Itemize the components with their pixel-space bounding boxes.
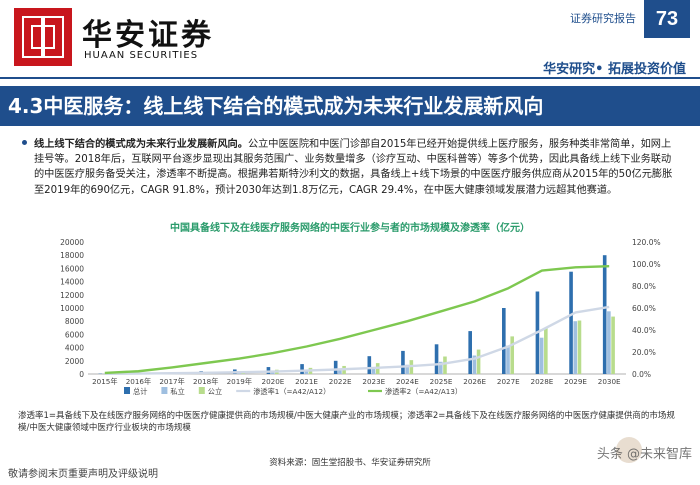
bar-总计 xyxy=(569,271,573,374)
x-tick-label: 2027E xyxy=(497,377,520,386)
bar-公立 xyxy=(544,327,548,374)
x-tick-label: 2016年 xyxy=(126,377,151,386)
bar-公立 xyxy=(611,316,615,374)
company-logo xyxy=(14,8,72,66)
bar-总计 xyxy=(502,308,506,374)
x-tick-label: 2023E xyxy=(362,377,385,386)
disclaimer: 敬请参阅末页重要声明及评级说明 xyxy=(8,469,158,480)
y-left-tick-label: 12000 xyxy=(60,291,84,300)
report-subtitle: 华安研究• 拓展投资价值 xyxy=(543,62,686,77)
y-right-tick-label: 60.0% xyxy=(632,304,656,313)
bar-私立 xyxy=(405,364,409,374)
bar-私立 xyxy=(338,368,342,374)
y-right-tick-label: 40.0% xyxy=(632,326,656,335)
page-number: 73 xyxy=(644,0,690,38)
bullet-point xyxy=(22,140,27,145)
x-tick-label: 2015年 xyxy=(92,377,117,386)
brand-name-cn: 华安证券 xyxy=(82,18,214,53)
legend-label: 公立 xyxy=(208,387,222,396)
x-tick-label: 2024E xyxy=(396,377,419,386)
body-lead: 线上线下结合的模式成为未来行业发展新风向。 xyxy=(34,139,248,150)
y-left-tick-label: 6000 xyxy=(65,330,84,339)
brand-name-en: HUAAN SECURITIES xyxy=(84,50,199,61)
source-note: 资料来源：固生堂招股书、华安证券研究所 xyxy=(269,458,431,468)
y-left-tick-label: 8000 xyxy=(65,317,84,326)
legend-label: 总计 xyxy=(133,387,147,396)
legend-swatch-公立 xyxy=(198,387,205,394)
bar-公立 xyxy=(443,356,447,374)
legend-label: 渗透率2（=A42/A13） xyxy=(385,387,462,396)
x-tick-label: 2030E xyxy=(598,377,621,386)
body-text: 公立中医医院和中医门诊部自2015年已经开始提供线上医疗服务，服务种类非常简单，… xyxy=(34,139,673,196)
y-right-tick-label: 0.0% xyxy=(632,370,651,379)
y-right-tick-label: 100.0% xyxy=(632,260,661,269)
y-left-tick-label: 2000 xyxy=(65,357,84,366)
x-tick-label: 2019年 xyxy=(227,377,252,386)
x-tick-label: 2022E xyxy=(329,377,352,386)
watermark-text: 头条 @未来智库 xyxy=(596,447,692,462)
legend-label: 私立 xyxy=(170,387,184,396)
y-left-tick-label: 4000 xyxy=(65,344,84,353)
bar-私立 xyxy=(371,367,376,374)
market-size-chart: 0 2000 4000 6000 8000 10000 12000 14000 16000 180… xyxy=(60,238,661,396)
bar-私立 xyxy=(573,321,578,374)
x-tick-label: 2021E xyxy=(295,377,318,386)
x-tick-label: 2028E xyxy=(531,377,554,386)
y-left-tick-label: 20000 xyxy=(60,238,84,247)
section-title: 4.3中医服务：线上线下结合的模式成为未来行业发展新风向 xyxy=(8,94,544,118)
bar-私立 xyxy=(438,361,443,374)
line-渗透率2（=A42/A13） xyxy=(104,265,610,375)
x-tick-label: 2026E xyxy=(463,377,486,386)
bar-私立 xyxy=(304,370,309,374)
bar-私立 xyxy=(472,355,477,374)
x-tick-label: 2017年 xyxy=(159,377,184,386)
bar-总计 xyxy=(300,364,304,374)
x-tick-label: 2020E xyxy=(262,377,285,386)
line-渗透率1（=A42/A12） xyxy=(104,305,610,375)
y-right-tick-label: 120.0% xyxy=(632,238,661,247)
bar-总计 xyxy=(333,360,338,374)
bar-总计 xyxy=(434,344,439,374)
bar-公立 xyxy=(510,336,515,374)
y-right-tick-label: 80.0% xyxy=(632,282,656,291)
bar-私立 xyxy=(506,345,510,374)
body-paragraph: 线上线下结合的模式成为未来行业发展新风向。公立中医医院和中医门诊部自2015年已… xyxy=(34,137,674,198)
report-type-label: 证券研究报告 xyxy=(570,12,636,25)
legend-label: 渗透率1（=A42/A12） xyxy=(253,387,330,396)
bar-公立 xyxy=(577,320,582,374)
section-title-bar: 4.3中医服务：线上线下结合的模式成为未来行业发展新风向 xyxy=(0,86,700,126)
watermark-icon xyxy=(616,437,642,463)
bar-总计 xyxy=(367,356,372,374)
y-right-tick-label: 20.0% xyxy=(632,348,656,357)
y-left-tick-label: 16000 xyxy=(60,264,84,273)
x-tick-label: 2018年 xyxy=(193,377,218,386)
bar-总计 xyxy=(468,331,472,374)
bar-私立 xyxy=(607,311,611,374)
chart-title: 中国具备线下及在线医疗服务网络的中医行业参与者的市场规模及渗透率（亿元） xyxy=(170,223,530,234)
legend-swatch-总计 xyxy=(124,387,130,394)
bar-总计 xyxy=(401,350,405,374)
x-tick-label: 2029E xyxy=(564,377,587,386)
x-tick-label: 2025E xyxy=(430,377,453,386)
header-divider xyxy=(0,77,700,79)
y-left-tick-label: 18000 xyxy=(60,251,84,260)
bar-总计 xyxy=(602,255,607,374)
chart-container: 0 2000 4000 6000 8000 10000 12000 14000 16000 180… xyxy=(54,236,680,402)
chart-note: 渗透率1=具备线下及在线医疗服务网络的中医医疗健康提供商的市场规模/中医大健康产… xyxy=(18,411,675,433)
legend-swatch-私立 xyxy=(161,387,168,394)
y-left-tick-label: 14000 xyxy=(60,278,84,287)
bar-公立 xyxy=(476,349,481,374)
y-left-tick-label: 0 xyxy=(79,370,84,379)
y-left-tick-label: 10000 xyxy=(60,304,84,313)
bar-私立 xyxy=(539,337,544,374)
